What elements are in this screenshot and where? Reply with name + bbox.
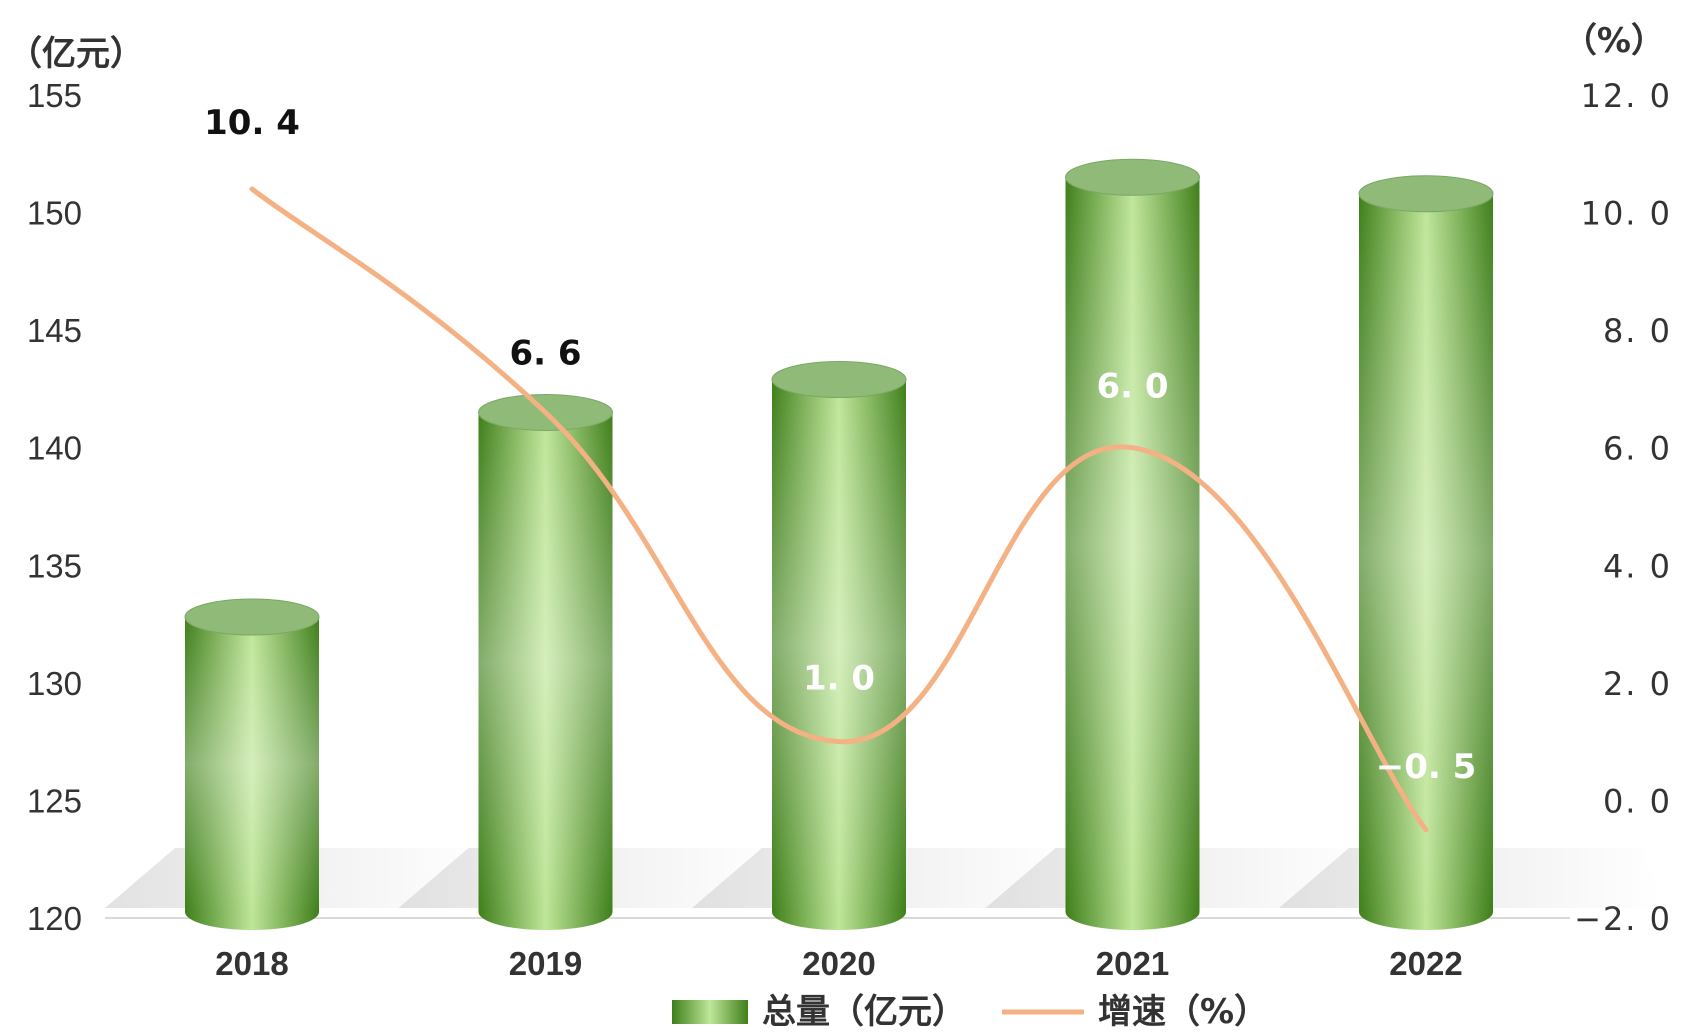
bar-top xyxy=(771,361,907,399)
bar-highlight xyxy=(1359,193,1493,912)
left-tick-label: 145 xyxy=(27,312,82,349)
bars xyxy=(184,158,1494,931)
left-tick-label: 155 xyxy=(27,77,82,114)
legend-line-label: 增速（%） xyxy=(1098,992,1268,1032)
bar-top xyxy=(184,598,320,636)
left-axis-ticks: 120 125 130 135 140 145 150 155 xyxy=(27,77,82,937)
left-tick-label: 150 xyxy=(27,195,82,232)
bar-highlight xyxy=(772,379,906,913)
left-tick-label: 120 xyxy=(27,900,82,937)
bar-top xyxy=(1065,158,1200,196)
left-tick-label: 140 xyxy=(27,430,82,467)
bar-top xyxy=(1358,175,1494,213)
right-tick-label: 6. 0 xyxy=(1603,430,1672,468)
bar-2018 xyxy=(184,598,320,930)
growth-line xyxy=(249,186,1429,833)
category-label: 2018 xyxy=(215,945,288,982)
legend: 总量（亿元） 增速（%） xyxy=(672,992,1268,1032)
data-label: 6. 6 xyxy=(509,333,581,373)
category-label: 2021 xyxy=(1096,945,1169,982)
data-label: 1. 0 xyxy=(803,659,875,699)
data-label: 10. 4 xyxy=(204,103,300,143)
bar-highlight xyxy=(1065,177,1200,913)
data-label: −0. 5 xyxy=(1376,747,1477,787)
bar-highlight xyxy=(185,617,319,912)
left-tick-label: 125 xyxy=(27,782,82,819)
category-label: 2020 xyxy=(802,945,875,982)
left-tick-label: 130 xyxy=(27,665,82,702)
data-label: 6. 0 xyxy=(1096,367,1168,407)
right-tick-label: 4. 0 xyxy=(1603,547,1672,585)
legend-bar-swatch xyxy=(672,1000,748,1024)
right-axis-ticks: −2. 00. 02. 04. 06. 08. 010. 012. 0 xyxy=(1574,77,1672,938)
right-tick-label: 12. 0 xyxy=(1581,77,1672,115)
left-axis-unit: （亿元） xyxy=(8,34,144,74)
bar-2021 xyxy=(1065,158,1200,931)
right-tick-label: 10. 0 xyxy=(1581,195,1672,233)
category-labels: 2018 2019 2020 2021 2022 xyxy=(215,945,1462,982)
left-tick-label: 135 xyxy=(27,547,82,584)
category-label: 2022 xyxy=(1389,945,1462,982)
right-tick-label: 0. 0 xyxy=(1603,782,1672,820)
category-label: 2019 xyxy=(509,945,582,982)
right-axis-unit: （%） xyxy=(1563,21,1665,61)
bar-highlight xyxy=(478,412,613,912)
right-tick-label: 2. 0 xyxy=(1603,665,1672,703)
data-labels: 10. 4 6. 6 1. 0 6. 0 −0. 5 xyxy=(204,103,1476,787)
right-tick-label: 8. 0 xyxy=(1603,312,1672,350)
bar-2020 xyxy=(771,361,907,931)
bar-2019 xyxy=(478,393,613,930)
legend-bar-label: 总量（亿元） xyxy=(762,992,966,1032)
bar-2022 xyxy=(1358,175,1494,930)
